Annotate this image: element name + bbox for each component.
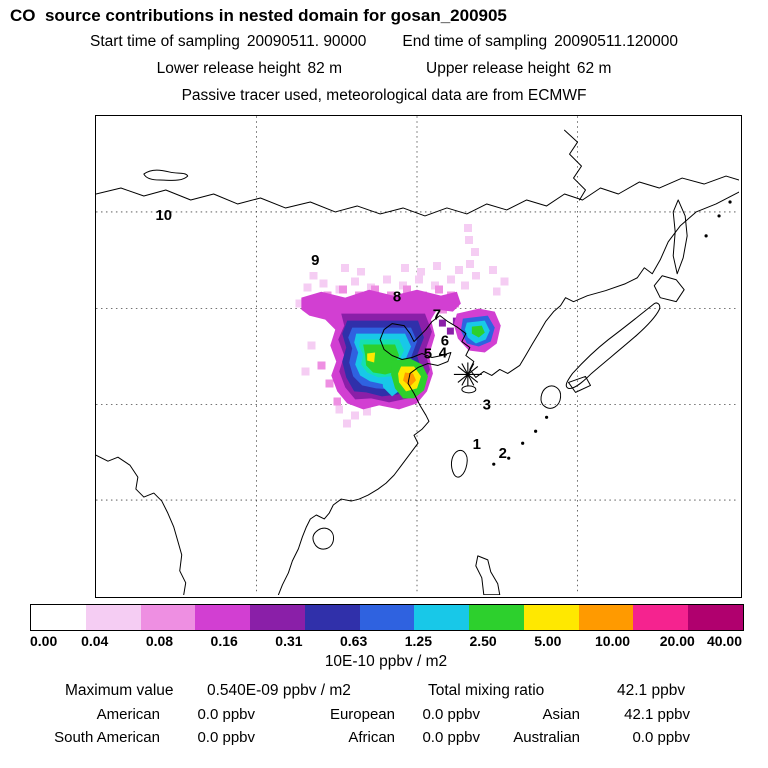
total-mixing-ratio-value: 42.1 ppbv: [617, 682, 686, 699]
luzon-island: [475, 555, 501, 596]
jeju-island: [461, 385, 477, 394]
shikoku-island: [568, 375, 591, 393]
colorbar-tick-labels: 0.00 0.04 0.08 0.16 0.31 0.63 1.25 2.50 …: [30, 633, 742, 650]
colorbar-cell: [304, 605, 360, 630]
colorbar-tick: 0.63: [340, 633, 368, 649]
plot-title: CO source contributions in nested domain…: [10, 6, 507, 25]
map-panel: 10 9 8 7 6 5 4 3 1 2: [95, 115, 742, 598]
colorbar-tick: 5.00: [534, 633, 562, 649]
receptor-star-icon: [453, 362, 482, 387]
colorbar-tick: 0.00: [30, 633, 58, 649]
region-value: 0.0 ppbv: [197, 706, 255, 723]
colorbar-tick: 2.50: [469, 633, 497, 649]
colorbar-tick: 0.31: [275, 633, 303, 649]
honshu-island: [565, 302, 661, 389]
lake-balkhash: [143, 169, 189, 181]
start-time-label: Start time of sampling: [89, 33, 240, 50]
region-value: 0.0 ppbv: [197, 729, 255, 746]
trajectory-label-6: 6: [441, 333, 449, 350]
start-time-value: 20090511. 90000: [246, 33, 367, 50]
plume-korea-blob: [438, 308, 501, 353]
sakhalin-island: [672, 199, 688, 275]
trajectory-label-4: 4: [439, 344, 448, 361]
colorbar-tick: 0.16: [210, 633, 238, 649]
region-contributions-row-2: South American 0.0 ppbv African 0.0 ppbv…: [40, 729, 700, 746]
total-mixing-ratio-label: Total mixing ratio: [428, 682, 545, 699]
tracer-note-text: Passive tracer used, meteorological data…: [181, 87, 587, 104]
end-time: End time of sampling 20090511.120000: [402, 33, 678, 51]
kyushu-island: [540, 385, 562, 409]
colorbar-tick: 40.00: [706, 633, 742, 649]
trajectory-label-3: 3: [483, 396, 491, 413]
end-time-label: End time of sampling: [402, 33, 548, 50]
taiwan-island: [450, 449, 468, 478]
trajectory-label-1: 1: [473, 436, 481, 453]
colorbar-cell: [688, 605, 743, 630]
trajectory-label-10: 10: [155, 207, 172, 224]
colorbar-units: 10E-10 ppbv / m2: [324, 653, 448, 670]
colorbar: [30, 604, 744, 631]
mainland-coast: [277, 191, 740, 596]
trajectory-labels: 10 9 8 7 6 5 4 3 1 2: [155, 207, 506, 462]
upper-release-value: 62 m: [576, 60, 612, 77]
region-name: South American: [54, 729, 160, 746]
upper-release-label: Upper release height: [426, 60, 570, 77]
country-border-line: [95, 175, 740, 217]
region-contributions-row-1: American 0.0 ppbv European 0.0 ppbv Asia…: [40, 706, 700, 723]
trajectory-label-5: 5: [424, 345, 432, 362]
hainan-island: [312, 527, 335, 550]
tracer-note: Passive tracer used, meteorological data…: [0, 87, 768, 105]
lower-release-value: 82 m: [307, 60, 342, 77]
colorbar-cell: [250, 605, 305, 630]
sampling-times-line: Start time of sampling 20090511. 90000 En…: [0, 33, 768, 51]
lower-release-label: Lower release height: [156, 60, 301, 77]
region-value: 0.0 ppbv: [632, 729, 690, 746]
colorbar-cell: [469, 605, 524, 630]
colorbar-cell: [523, 605, 579, 630]
region-value: 0.0 ppbv: [422, 706, 480, 723]
upper-release-height: Upper release height 62 m: [426, 60, 611, 78]
colorbar-tick: 10.00: [595, 633, 631, 649]
plume-main-blob: [301, 289, 461, 410]
hokkaido-island: [653, 275, 685, 303]
trajectory-label-2: 2: [499, 445, 507, 462]
colorbar-tick: 0.04: [81, 633, 109, 649]
colorbar-tick: 0.08: [145, 633, 174, 649]
coastlines: [95, 129, 740, 596]
colorbar-cell: [578, 605, 634, 630]
trajectory-label-7: 7: [433, 307, 441, 324]
maximum-value-label: Maximum value: [65, 682, 174, 699]
map-svg: 10 9 8 7 6 5 4 3 1 2: [95, 116, 740, 596]
colorbar-cell: [31, 605, 86, 630]
maximum-value: 0.540E-09 ppbv / m2: [207, 682, 351, 699]
end-time-value: 20090511.120000: [554, 33, 679, 50]
region-name: Asian: [542, 706, 580, 723]
colorbar-cell: [195, 605, 251, 630]
bengal-coast: [95, 454, 187, 596]
release-heights-line: Lower release height 82 m Upper release h…: [0, 60, 768, 78]
region-value: 0.0 ppbv: [422, 729, 480, 746]
colorbar-cell: [140, 605, 196, 630]
start-time: Start time of sampling 20090511. 90000: [90, 33, 366, 51]
region-name: American: [96, 706, 160, 723]
colorbar-cell: [414, 605, 470, 630]
lower-release-height: Lower release height 82 m: [157, 60, 342, 78]
trajectory-label-9: 9: [311, 252, 319, 269]
colorbar-cell: [359, 605, 415, 630]
okhotsk-coast-fragment: [564, 129, 586, 201]
colorbar-cell: [85, 605, 141, 630]
colorbar-tick: 1.25: [404, 633, 432, 649]
ryukyu-islands: [492, 200, 732, 466]
region-name: Australian: [513, 729, 580, 746]
region-name: European: [329, 706, 395, 723]
region-name: African: [348, 729, 395, 746]
region-value: 42.1 ppbv: [624, 706, 690, 723]
colorbar-tick: 20.00: [659, 633, 695, 649]
colorbar-cell: [633, 605, 689, 630]
trajectory-label-8: 8: [393, 289, 401, 306]
